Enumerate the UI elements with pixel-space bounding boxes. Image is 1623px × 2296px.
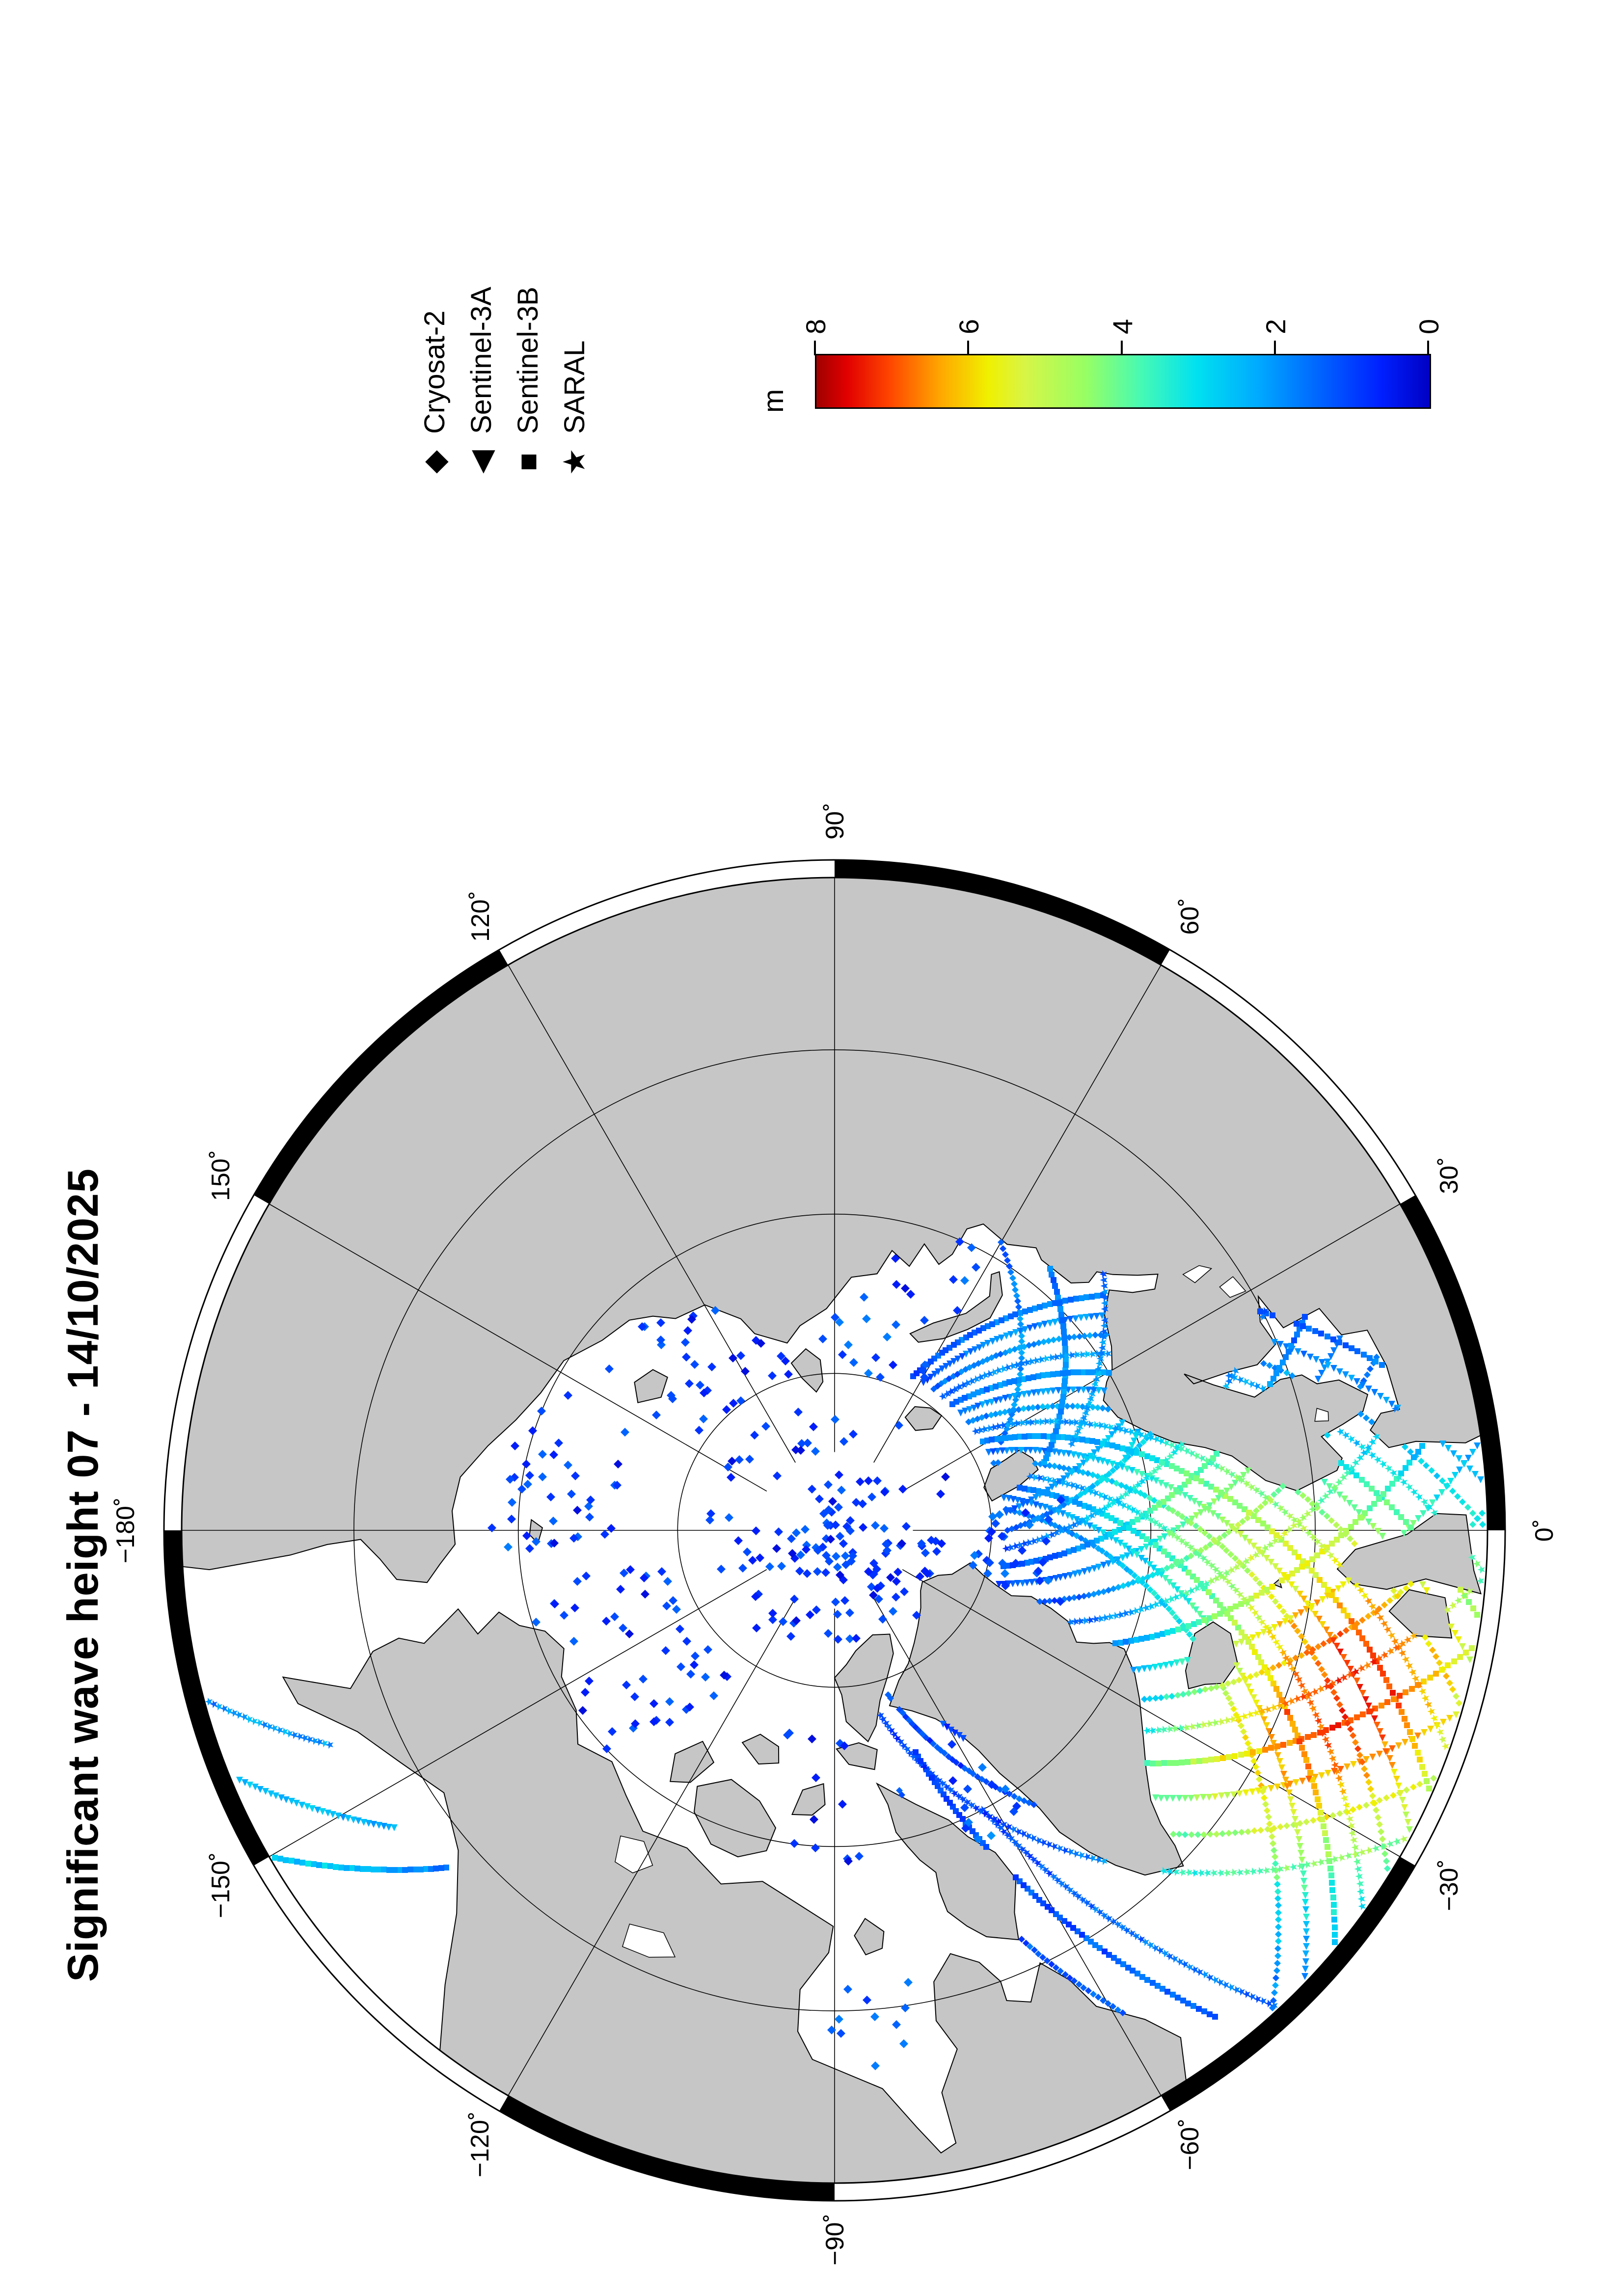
lon-label: −150˚ bbox=[207, 1852, 235, 1918]
swh-points-diamond-big bbox=[987, 1831, 996, 1840]
frame-arc bbox=[834, 860, 1170, 965]
lon-label: 90˚ bbox=[821, 802, 849, 839]
swh-points-diamond bbox=[926, 1737, 964, 1769]
lon-label: 150˚ bbox=[207, 1150, 235, 1201]
swh-points-star bbox=[1228, 1529, 1449, 1803]
frame-arc bbox=[164, 1530, 270, 1866]
lon-label: 30˚ bbox=[1435, 1157, 1463, 1194]
satellite-legend: ◆ Cryosat-2 ◀ Sentinel-3A ■ Sentinel-3B … bbox=[417, 287, 592, 480]
swh-points-diamond bbox=[1339, 1707, 1349, 1720]
colorbar-tick-mark bbox=[1120, 341, 1123, 355]
colorbar-tick-label: 4 bbox=[1107, 319, 1138, 334]
legend-item: ◆ Cryosat-2 bbox=[417, 287, 452, 480]
legend-label: Cryosat-2 bbox=[419, 310, 451, 434]
land-baffin-island bbox=[876, 1782, 1020, 1941]
lon-label: 60˚ bbox=[1176, 898, 1204, 934]
lon-label: 0˚ bbox=[1530, 1519, 1559, 1542]
lon-label: −180˚ bbox=[111, 1497, 140, 1563]
lake bbox=[1314, 1408, 1329, 1422]
colorbar-tick-label: 8 bbox=[800, 319, 831, 334]
land-ellesmere bbox=[834, 1633, 894, 1743]
land-franz-josef-land bbox=[904, 1406, 943, 1431]
land-severnaya-zemlya bbox=[790, 1348, 824, 1393]
legend-item: ◀ Sentinel-3A bbox=[464, 287, 498, 480]
colorbar-gradient bbox=[815, 354, 1431, 409]
colorbar-unit-label: m bbox=[757, 389, 789, 413]
colorbar-tick-mark bbox=[1273, 341, 1276, 355]
colorbar-tick-label: 2 bbox=[1260, 319, 1291, 334]
frame-arc bbox=[1161, 1856, 1415, 2111]
land-southampton bbox=[854, 1918, 885, 1956]
frame-arc bbox=[254, 950, 509, 1204]
land-melville bbox=[741, 1734, 780, 1765]
lon-label: −90˚ bbox=[821, 2214, 849, 2266]
frame-arc bbox=[1400, 1195, 1505, 1531]
swh-points-diamond bbox=[1303, 1627, 1366, 1765]
land-new-siberian-islands bbox=[634, 1369, 668, 1404]
lake bbox=[622, 1923, 676, 1958]
meridian-line bbox=[508, 964, 796, 1463]
lon-label: −30˚ bbox=[1435, 1859, 1463, 1911]
square-icon: ■ bbox=[511, 453, 545, 471]
colorbar-tick-mark bbox=[1427, 341, 1429, 355]
swh-data-points bbox=[205, 1237, 1486, 2070]
swh-points-triangle-left bbox=[1266, 1600, 1421, 1790]
swh-points-square bbox=[1329, 1690, 1396, 1731]
land-victoria bbox=[693, 1779, 777, 1858]
meridian-line bbox=[269, 1203, 767, 1492]
colorbar-tick-label: 6 bbox=[953, 319, 985, 334]
colorbar: m 8 6 4 2 0 bbox=[757, 319, 1444, 413]
colorbar-tick-label: 0 bbox=[1413, 319, 1444, 334]
colorbar-tick-mark bbox=[814, 341, 816, 355]
land-ireland bbox=[1388, 1589, 1453, 1639]
swh-points-star bbox=[1334, 1657, 1377, 1685]
lake bbox=[1182, 1265, 1213, 1283]
legend-item: ■ Sentinel-3B bbox=[511, 287, 545, 480]
land-iceland bbox=[1185, 1621, 1238, 1689]
legend-label: Sentinel-3A bbox=[465, 287, 497, 434]
legend-label: SARAL bbox=[559, 340, 591, 434]
swh-points-triangle-left bbox=[944, 1724, 950, 1731]
meridian-line bbox=[902, 1569, 1401, 1857]
land-eurasia bbox=[182, 878, 1488, 1583]
lon-label: 120˚ bbox=[466, 891, 495, 942]
land-greenland bbox=[889, 1562, 1184, 1876]
meridian-line bbox=[269, 1569, 767, 1857]
colorbar-tick-mark bbox=[967, 341, 970, 355]
land-somerset bbox=[791, 1783, 826, 1816]
legend-item: ★ SARAL bbox=[557, 287, 592, 480]
frame-arc bbox=[499, 2095, 835, 2201]
land-novaya-zemlya bbox=[909, 1271, 1003, 1343]
parallel-circle bbox=[517, 1213, 1152, 1847]
chart-title: Significant wave height 07 - 14/10/2025 bbox=[58, 1168, 107, 1982]
land-svalbard bbox=[983, 1449, 1039, 1502]
lon-label: −60˚ bbox=[1176, 2118, 1204, 2170]
swh-points-square bbox=[1117, 1451, 1391, 1915]
land-banks bbox=[670, 1740, 715, 1783]
lake bbox=[1219, 1276, 1246, 1298]
star-icon: ★ bbox=[557, 448, 592, 476]
land-uk bbox=[1336, 1513, 1482, 1595]
triangle-left-icon: ◀ bbox=[464, 450, 498, 474]
map-area bbox=[182, 878, 1488, 2183]
meridian-line bbox=[508, 1598, 796, 2096]
swh-points-square bbox=[1190, 1510, 1475, 1836]
diamond-icon: ◆ bbox=[417, 450, 452, 474]
lon-label: −120˚ bbox=[466, 2111, 494, 2177]
swh-points-star bbox=[1299, 1673, 1348, 1750]
swh-points-triangle-left bbox=[1337, 1649, 1378, 1722]
parallel-circle bbox=[353, 1049, 1316, 2011]
legend-label: Sentinel-3B bbox=[512, 287, 544, 434]
